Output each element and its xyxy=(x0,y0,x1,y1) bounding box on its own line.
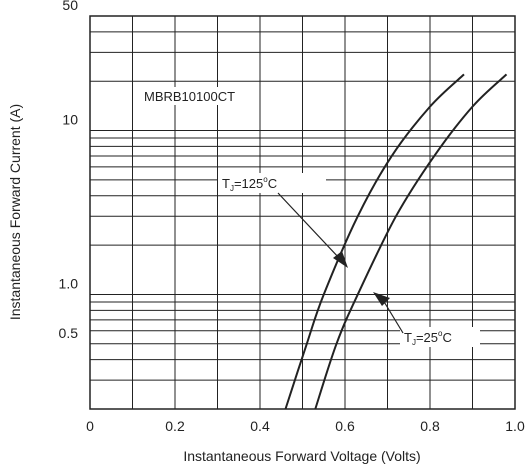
tj125-label-bg xyxy=(218,173,326,193)
y-tick-labels: 0.5 1.0 10 50 xyxy=(59,0,79,341)
y-axis-title: Instantaneous Forward Current (A) xyxy=(7,104,23,320)
y-tick-label: 50 xyxy=(62,0,78,13)
x-tick-label: 1.0 xyxy=(505,418,525,434)
x-tick-label: 0.2 xyxy=(165,418,185,434)
x-tick-labels: 0 0.2 0.4 0.6 0.8 1.0 xyxy=(86,418,525,434)
part-number-label-bg xyxy=(141,87,255,105)
x-tick-label: 0.4 xyxy=(250,418,270,434)
tj125-label: TJ=125oC xyxy=(222,175,277,193)
part-number-label: MBRB10100CT xyxy=(144,89,235,104)
curves xyxy=(284,73,508,410)
x-tick-label: 0.8 xyxy=(420,418,440,434)
plot-frame xyxy=(89,15,516,410)
x-tick-label: 0 xyxy=(86,418,94,434)
tj25-leader-line xyxy=(382,299,404,334)
x-tick-label: 0.6 xyxy=(335,418,355,434)
tj125-leader-line xyxy=(277,192,341,260)
tj25-arrowhead xyxy=(373,292,390,306)
y-tick-label: 0.5 xyxy=(59,325,79,341)
curve-tj-125c xyxy=(284,73,465,410)
y-tick-label: 10 xyxy=(62,112,78,128)
curve-tj-25c xyxy=(314,73,508,410)
tj25-label: TJ=25oC xyxy=(404,329,452,347)
tj25-label-bg xyxy=(400,327,480,347)
tj125-arrowhead xyxy=(333,251,348,268)
y-tick-label: 1.0 xyxy=(59,275,79,291)
x-axis-title: Instantaneous Forward Voltage (Volts) xyxy=(183,448,420,464)
